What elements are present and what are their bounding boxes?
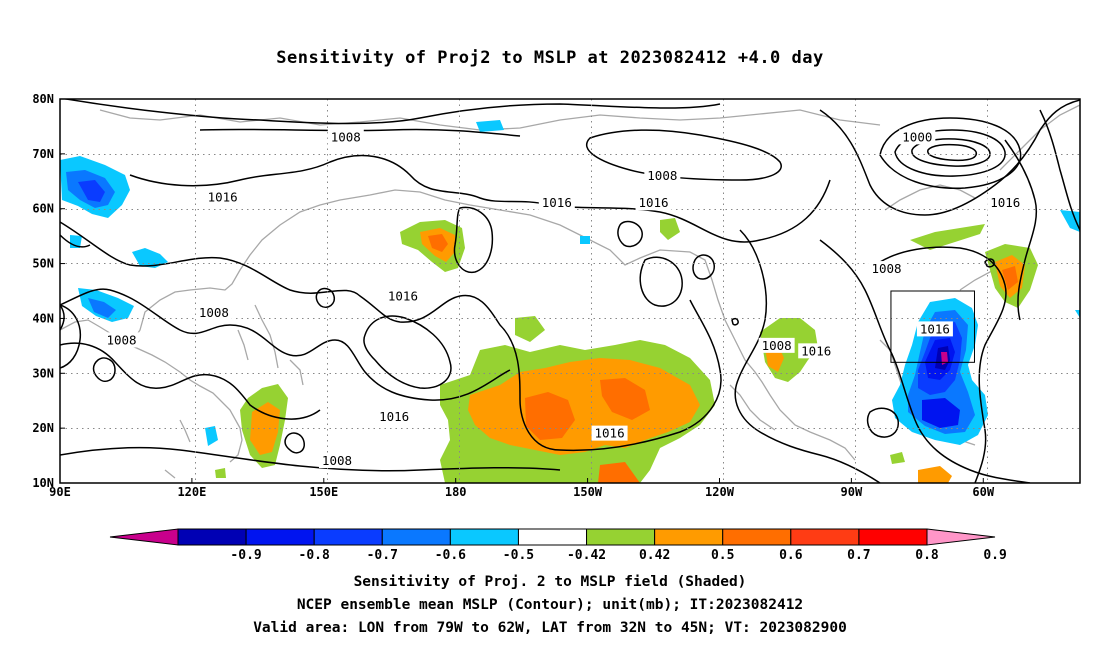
contour-label: 1008 xyxy=(106,332,136,347)
colorbar-swatch xyxy=(313,528,383,546)
lon-label-90w: 90W xyxy=(841,485,863,499)
colorbar-swatch xyxy=(245,528,315,546)
contour-label-bg xyxy=(384,288,421,304)
contour-label: 1016 xyxy=(388,288,418,303)
contour-label-bg xyxy=(916,321,953,337)
caption-valid-area: Valid area: LON from 79W to 62W, LAT fro… xyxy=(253,620,847,636)
map-grid xyxy=(60,99,1080,483)
valid-area-box xyxy=(890,290,975,363)
lat-label-60n: 60N xyxy=(32,202,54,216)
contour-label: 1016 xyxy=(990,195,1020,210)
contour-label-bg xyxy=(376,409,413,425)
colorbar-label: 0.5 xyxy=(711,548,734,563)
contour-label-bg xyxy=(635,195,672,211)
colorbar-label: -0.6 xyxy=(435,548,466,563)
positive-sensitivity-shading xyxy=(215,218,1038,483)
lon-label-180: 180 xyxy=(445,485,467,499)
caption-contour: NCEP ensemble mean MSLP (Contour); unit(… xyxy=(296,597,804,613)
contour-label: 1008 xyxy=(331,129,361,144)
contour-label-bg xyxy=(327,129,364,145)
colorbar-label: 0.6 xyxy=(779,548,803,563)
contour-label: 1016 xyxy=(595,426,625,441)
colorbar: -0.9 -0.8 -0.7 -0.6 -0.5 -0.42 0.42 0.5 0.6 0.7 0.… xyxy=(109,528,1007,563)
contour-label: 1016 xyxy=(920,321,950,336)
colorbar-label: -0.9 xyxy=(230,548,261,563)
contour-label-bg xyxy=(798,343,835,359)
contour-label-bg xyxy=(103,332,140,348)
longitude-labels: 90E 120E 150E 180 150W 120W 90W 60W xyxy=(49,478,995,499)
contour-label: 1008 xyxy=(762,338,792,353)
contour-label: 1016 xyxy=(542,195,572,210)
colorbar-swatch xyxy=(517,528,588,546)
lon-label-60w: 60W xyxy=(972,485,994,499)
colorbar-label: -0.42 xyxy=(567,548,606,563)
contour-label-bg xyxy=(538,195,575,211)
lat-label-20n: 20N xyxy=(32,421,54,435)
lon-label-120e: 120E xyxy=(177,485,206,499)
lon-label-150e: 150E xyxy=(309,485,338,499)
colorbar-swatch xyxy=(586,528,656,546)
colorbar-swatch xyxy=(449,528,519,546)
colorbar-swatch xyxy=(177,528,247,546)
contour-label: 1016 xyxy=(208,190,238,205)
contour-label: 1008 xyxy=(322,453,352,468)
contour-labels: 1008 1008 1000 1016 1016 1016 1016 1008 1016 1008… xyxy=(103,129,1024,469)
lon-label-150w: 150W xyxy=(573,485,603,499)
lat-label-10n: 10N xyxy=(32,476,54,490)
colorbar-high-triangle xyxy=(926,528,996,546)
contour-label-bg xyxy=(318,453,355,469)
contour-label-bg xyxy=(758,337,795,353)
colorbar-label: -0.7 xyxy=(367,548,398,563)
lon-label-120w: 120W xyxy=(705,485,735,499)
caption-shading: Sensitivity of Proj. 2 to MSLP field (Sh… xyxy=(353,574,747,590)
contour-label-bg xyxy=(644,167,681,183)
mslp-contours xyxy=(60,99,1080,483)
lat-label-70n: 70N xyxy=(32,147,54,161)
colorbar-swatch xyxy=(790,528,860,546)
contour-label: 1016 xyxy=(801,343,831,358)
contour-label-bg xyxy=(195,304,232,320)
colorbar-low-triangle xyxy=(109,528,179,546)
contour-label-bg xyxy=(591,425,628,441)
colorbar-swatch xyxy=(858,528,928,546)
contour-label: 1008 xyxy=(647,168,677,183)
contour-label-bg xyxy=(987,195,1024,211)
colorbar-label: 0.7 xyxy=(847,548,870,563)
lat-label-80n: 80N xyxy=(32,92,54,106)
lat-label-40n: 40N xyxy=(32,311,54,325)
colorbar-label: -0.5 xyxy=(503,548,534,563)
page-title: Sensitivity of Proj2 to MSLP at 20230824… xyxy=(276,48,824,68)
contour-label-bg xyxy=(868,261,905,277)
latitude-labels: 80N 70N 60N 50N 40N 30N 20N 10N xyxy=(32,92,65,490)
plot-frame xyxy=(59,98,1081,484)
colorbar-label: -0.8 xyxy=(299,548,330,563)
colorbar-label: 0.8 xyxy=(915,548,939,563)
contour-label: 1016 xyxy=(379,409,409,424)
negative-sensitivity-shading xyxy=(60,120,1080,446)
lat-label-30n: 30N xyxy=(32,366,54,380)
contour-label: 1000 xyxy=(902,129,932,144)
contour-label: 1016 xyxy=(638,195,668,210)
colorbar-label: 0.9 xyxy=(983,548,1006,563)
contour-label: 1008 xyxy=(871,261,901,276)
contour-label-bg xyxy=(204,189,241,205)
contour-label-bg xyxy=(899,129,936,145)
lon-label-90e: 90E xyxy=(49,485,71,499)
contour-label: 1008 xyxy=(199,305,229,320)
colorbar-swatch xyxy=(654,528,724,546)
colorbar-label: 0.42 xyxy=(639,548,670,563)
lat-label-50n: 50N xyxy=(32,257,54,271)
colorbar-swatch xyxy=(722,528,792,546)
colorbar-swatch xyxy=(381,528,451,546)
